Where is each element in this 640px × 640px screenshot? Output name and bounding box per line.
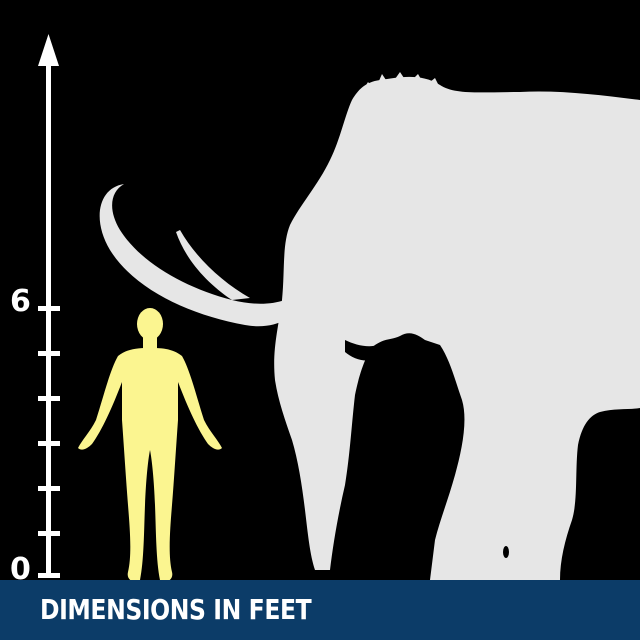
- human-silhouette: [78, 308, 222, 580]
- height-axis: [38, 34, 60, 578]
- tick-2: [38, 486, 60, 491]
- footer-bar: DIMENSIONS IN FEET: [0, 580, 640, 640]
- tick-label-0: 0: [10, 552, 31, 587]
- mammoth-silhouette: [274, 72, 640, 580]
- illustration: [38, 34, 640, 580]
- tick-0: [38, 573, 60, 578]
- tick-label-6: 6: [10, 284, 31, 319]
- tick-5: [38, 351, 60, 356]
- tick-4: [38, 396, 60, 401]
- tick-6: [38, 306, 60, 311]
- tick-1: [38, 531, 60, 536]
- scale-unit-caption: DIMENSIONS IN FEET: [40, 593, 312, 626]
- mammoth-tusks: [99, 184, 286, 327]
- tick-3: [38, 441, 60, 446]
